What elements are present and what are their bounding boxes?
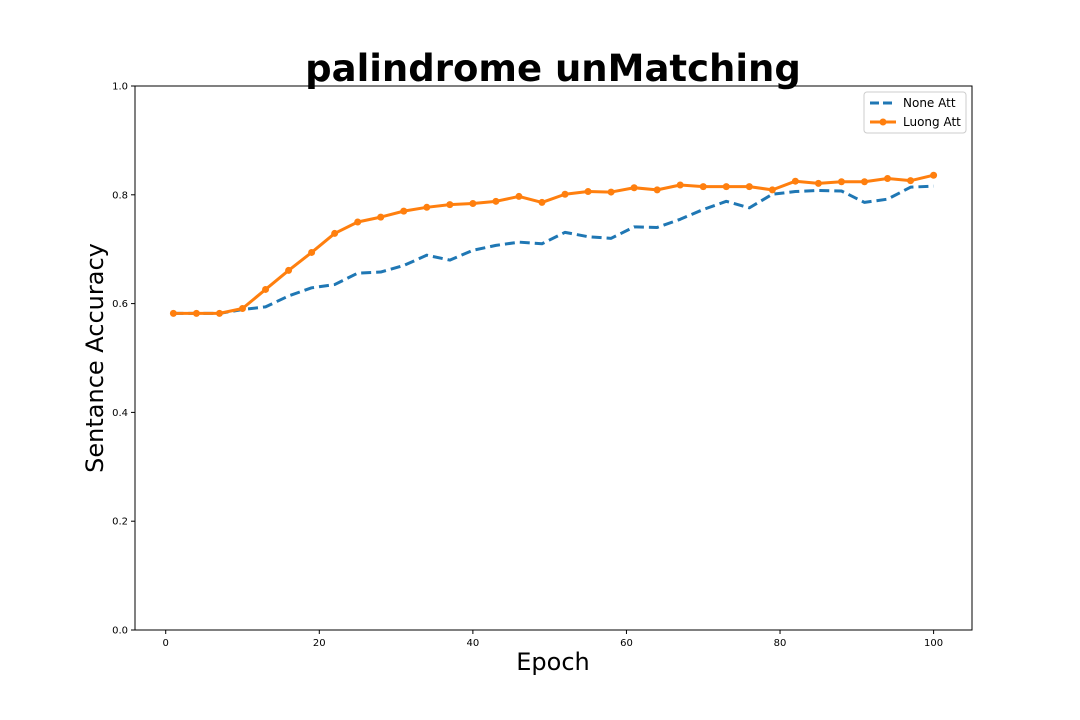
plot-area <box>134 85 973 631</box>
data-point-luong-att <box>469 200 477 207</box>
data-point-luong-att <box>423 203 431 211</box>
data-point-luong-att <box>354 218 362 226</box>
data-point-luong-att <box>907 177 915 185</box>
data-point-luong-att <box>861 178 868 186</box>
data-point-luong-att <box>814 179 822 187</box>
series-line-luong-att <box>173 173 934 315</box>
data-point-luong-att <box>676 181 684 189</box>
data-point-luong-att <box>699 183 707 191</box>
data-point-luong-att <box>607 188 615 196</box>
data-point-luong-att <box>169 309 177 317</box>
data-point-luong-att <box>331 229 339 237</box>
series-layer <box>169 171 938 317</box>
x-tick-label: 0 <box>163 638 169 649</box>
data-point-luong-att <box>722 183 730 191</box>
data-point-luong-att <box>538 198 546 206</box>
x-axis-label: Epoch <box>516 648 590 676</box>
y-tick-label: 0.4 <box>112 408 128 419</box>
series-line-none-att <box>173 184 934 315</box>
legend-label-none-att: None Att <box>903 96 956 110</box>
data-point-luong-att <box>837 178 845 186</box>
y-tick-label: 1.0 <box>112 82 128 93</box>
y-tick-label: 0.2 <box>112 517 128 528</box>
data-point-luong-att <box>262 285 270 293</box>
data-point-luong-att <box>308 248 316 256</box>
data-point-luong-att <box>192 309 200 317</box>
x-tick-label: 20 <box>313 638 326 649</box>
data-point-luong-att <box>561 190 569 198</box>
data-point-luong-att <box>446 201 454 209</box>
y-tick-label: 0.8 <box>112 190 128 201</box>
data-point-luong-att <box>215 309 223 317</box>
data-point-luong-att <box>930 171 938 179</box>
data-point-luong-att <box>768 186 776 194</box>
x-tick-label: 60 <box>620 638 633 649</box>
x-tick-label: 80 <box>774 638 787 649</box>
data-point-luong-att <box>630 184 638 192</box>
y-axis: 0.0 0.2 0.4 0.6 0.8 1.0 <box>112 82 135 637</box>
data-point-luong-att <box>584 188 592 196</box>
data-point-luong-att <box>239 305 246 312</box>
legend: None Att Luong Att <box>863 91 967 134</box>
data-point-luong-att <box>515 192 523 200</box>
data-point-luong-att <box>791 177 799 185</box>
y-tick-label: 0.0 <box>112 626 128 637</box>
legend-marker-luong-att <box>879 118 887 126</box>
x-axis: 0 20 40 60 80 100 <box>163 630 943 649</box>
y-axis-label: Sentance Accuracy <box>81 243 109 473</box>
data-point-luong-att <box>285 266 293 274</box>
data-point-luong-att <box>400 207 408 215</box>
data-point-luong-att <box>745 183 753 191</box>
data-point-luong-att <box>377 213 385 221</box>
data-point-luong-att <box>653 186 661 194</box>
y-tick-label: 0.6 <box>112 299 128 310</box>
chart-title: palindrome unMatching <box>305 47 801 90</box>
data-point-luong-att <box>492 197 500 205</box>
data-point-luong-att <box>884 174 892 182</box>
x-tick-label: 100 <box>924 638 943 649</box>
legend-label-luong-att: Luong Att <box>903 115 961 129</box>
x-tick-label: 40 <box>467 638 480 649</box>
